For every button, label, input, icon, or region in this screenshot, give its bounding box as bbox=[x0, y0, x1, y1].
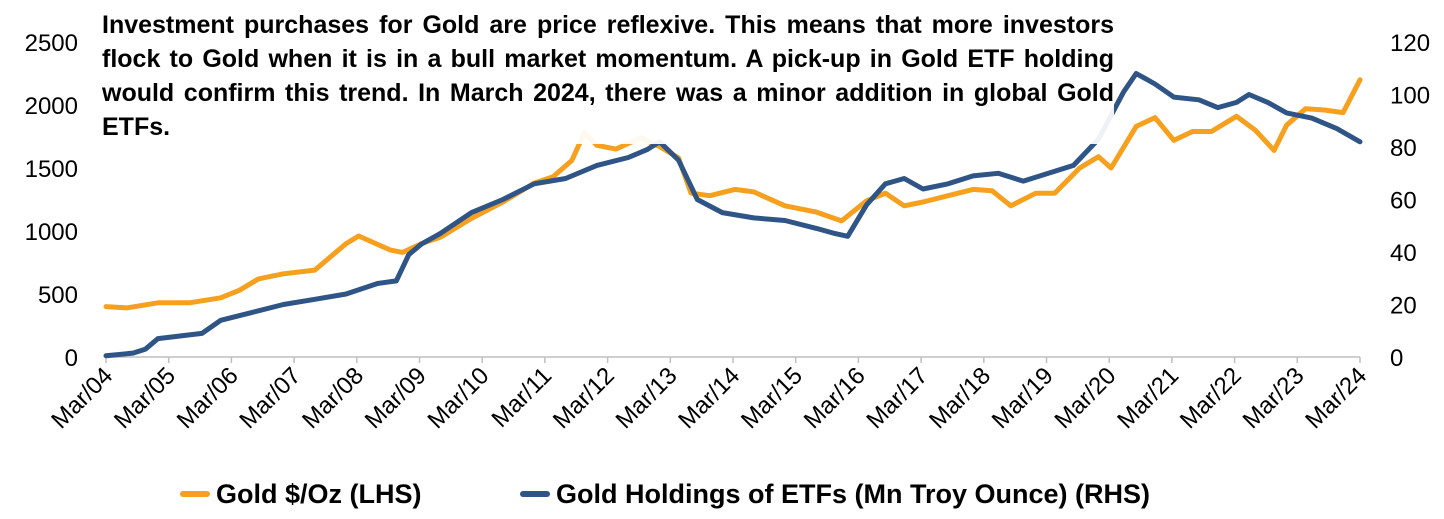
left-axis-ticks: 0 500 1000 1500 2000 2500 bbox=[25, 30, 78, 372]
x-tick-label: Mar/23 bbox=[1238, 362, 1310, 434]
right-tick-label: 80 bbox=[1390, 135, 1417, 162]
left-tick-label: 2000 bbox=[25, 93, 78, 120]
x-tick-label: Mar/10 bbox=[423, 362, 495, 434]
x-tick-label: Mar/20 bbox=[1050, 362, 1122, 434]
right-tick-label: 60 bbox=[1390, 188, 1417, 215]
legend-label-gold-price: Gold $/Oz (LHS) bbox=[216, 478, 422, 509]
left-tick-label: 500 bbox=[38, 282, 78, 309]
right-tick-label: 0 bbox=[1390, 345, 1403, 372]
series-layer bbox=[103, 71, 1363, 359]
right-tick-label: 100 bbox=[1390, 83, 1430, 110]
x-tick-label: Mar/19 bbox=[987, 362, 1059, 434]
x-tick-label: Mar/13 bbox=[611, 362, 683, 434]
left-tick-label: 1000 bbox=[25, 219, 78, 246]
x-tick-label: Mar/14 bbox=[673, 362, 745, 434]
series-line-etf-holdings bbox=[103, 71, 1363, 359]
right-tick-label: 40 bbox=[1390, 240, 1417, 267]
x-tick-label: Mar/11 bbox=[486, 362, 557, 433]
legend-item-gold-price: Gold $/Oz (LHS) bbox=[180, 474, 422, 514]
left-tick-label: 0 bbox=[65, 345, 78, 372]
right-tick-label: 20 bbox=[1390, 293, 1417, 320]
x-tick-label: Mar/15 bbox=[736, 362, 808, 434]
legend-swatch-gold-price bbox=[180, 491, 210, 497]
legend-item-etf-holdings: Gold Holdings of ETFs (Mn Troy Ounce) (R… bbox=[520, 474, 1150, 514]
x-axis-ticks: Mar/04Mar/05Mar/06Mar/07Mar/08Mar/09Mar/… bbox=[46, 357, 1372, 434]
x-tick-label: Mar/22 bbox=[1175, 362, 1247, 434]
x-tick-label: Mar/05 bbox=[109, 362, 181, 434]
legend-label-etf-holdings: Gold Holdings of ETFs (Mn Troy Ounce) (R… bbox=[556, 478, 1150, 509]
chart-annotation: Investment purchases for Gold are price … bbox=[102, 8, 1114, 144]
x-tick-label: Mar/08 bbox=[297, 362, 369, 434]
x-tick-label: Mar/07 bbox=[234, 362, 306, 434]
chart-legend: Gold $/Oz (LHS) Gold Holdings of ETFs (M… bbox=[0, 474, 1444, 514]
left-tick-label: 1500 bbox=[25, 156, 78, 183]
left-tick-label: 2500 bbox=[25, 30, 78, 57]
right-axis-ticks: 0 20 40 60 80 100 120 bbox=[1390, 30, 1430, 372]
legend-swatch-etf-holdings bbox=[520, 491, 550, 497]
x-tick-label: Mar/16 bbox=[799, 362, 871, 434]
x-tick-label: Mar/04 bbox=[46, 362, 118, 434]
x-tick-label: Mar/21 bbox=[1112, 362, 1184, 434]
x-tick-label: Mar/18 bbox=[924, 362, 996, 434]
x-tick-label: Mar/09 bbox=[360, 362, 432, 434]
x-tick-label: Mar/12 bbox=[548, 362, 620, 434]
x-tick-label: Mar/17 bbox=[861, 362, 933, 434]
right-tick-label: 120 bbox=[1390, 30, 1430, 57]
x-tick-label: Mar/06 bbox=[172, 362, 244, 434]
x-tick-label: Mar/24 bbox=[1300, 362, 1372, 434]
series-line-gold-price bbox=[103, 77, 1363, 311]
